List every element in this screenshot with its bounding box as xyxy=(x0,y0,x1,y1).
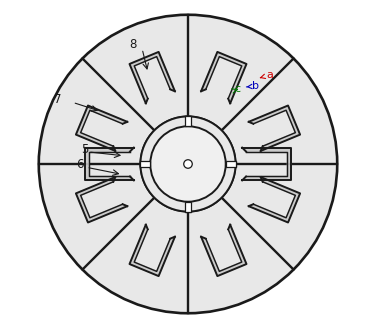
Polygon shape xyxy=(76,106,127,151)
Circle shape xyxy=(141,116,235,212)
Polygon shape xyxy=(85,148,134,180)
Polygon shape xyxy=(201,52,247,103)
Circle shape xyxy=(150,126,226,202)
Text: 6: 6 xyxy=(76,158,83,171)
Circle shape xyxy=(141,116,235,212)
Text: 8: 8 xyxy=(129,38,136,51)
Polygon shape xyxy=(249,106,300,151)
Bar xyxy=(185,202,191,212)
Circle shape xyxy=(184,160,192,168)
Polygon shape xyxy=(201,225,247,276)
Bar xyxy=(141,161,150,167)
Polygon shape xyxy=(249,177,300,222)
Bar xyxy=(226,161,235,167)
Polygon shape xyxy=(76,177,127,222)
Bar xyxy=(185,202,191,212)
Text: c: c xyxy=(232,85,240,94)
Bar xyxy=(226,161,235,167)
Polygon shape xyxy=(242,148,291,180)
Text: a: a xyxy=(260,70,273,80)
Text: 7: 7 xyxy=(54,93,62,106)
Bar xyxy=(185,116,191,126)
Circle shape xyxy=(39,15,337,313)
Polygon shape xyxy=(129,52,175,103)
Circle shape xyxy=(150,126,226,202)
Polygon shape xyxy=(129,225,175,276)
Bar xyxy=(185,116,191,126)
Text: b: b xyxy=(246,81,259,91)
Bar xyxy=(141,161,150,167)
Text: 5: 5 xyxy=(81,143,89,155)
Circle shape xyxy=(183,159,193,169)
